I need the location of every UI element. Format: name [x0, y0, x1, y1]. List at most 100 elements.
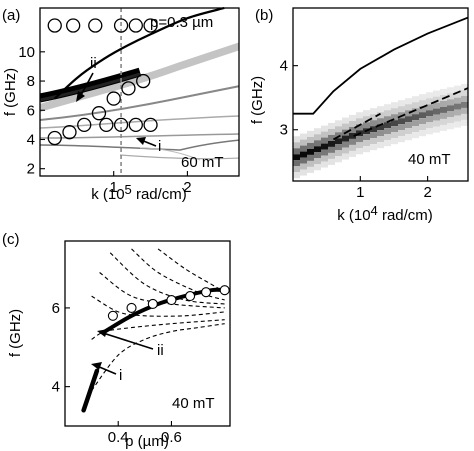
panel-c-frame: [64, 240, 231, 427]
panel-b-heat-cell: [328, 128, 335, 135]
panel-b-heat-cell: [314, 152, 321, 159]
panel-b-heat-cell: [314, 164, 321, 171]
panel-c-dashed-curve: [91, 295, 225, 317]
panel-b-heat-cell: [454, 109, 461, 116]
panel-b-heat-cell: [335, 144, 342, 151]
panel-c-ticks: 0.4 0.6 4 6: [52, 300, 182, 446]
panel-b-heat-cell: [363, 146, 370, 153]
panel-b-heat-cell: [328, 146, 335, 153]
panel-b-heat-cell: [412, 126, 419, 133]
panel-b-heat-cell: [426, 116, 433, 123]
panel-b-heat-cell: [419, 106, 426, 113]
panel-b-heat-cell: [307, 160, 314, 167]
panel-b-heat-cell: [461, 95, 468, 102]
panel-a-circle: [47, 130, 62, 146]
panel-b-heat-cell: [398, 130, 405, 137]
panel-a-circle: [136, 73, 151, 89]
panel-b-heat-cell: [405, 98, 412, 105]
panel-b-xtick-label: 2: [423, 184, 431, 201]
panel-b-heat-cell: [461, 101, 468, 108]
panel-c-ylabel: f (GHz): [7, 309, 24, 357]
panel-a-xtick-label: 2: [183, 179, 191, 196]
panel-c-field: 40 mT: [172, 395, 215, 412]
panel-b-heat-cell: [419, 112, 426, 119]
panel-a-circle: [113, 117, 129, 133]
panel-b-heat-cell: [433, 120, 440, 127]
panel-b-heat-cell: [363, 134, 370, 141]
panel-b-heat-cell: [342, 141, 349, 148]
panel-b-heat-cell: [293, 148, 300, 155]
panel-b-heat-cell: [419, 130, 426, 137]
panel-b-heat-cell: [391, 108, 398, 115]
panel-b-heat-cell: [370, 132, 377, 139]
panel-b-field: 40 mT: [408, 151, 451, 168]
panel-b-heat-cell: [300, 151, 307, 158]
panel-c-arrow-i: [96, 365, 117, 375]
panel-b-heat-cell: [426, 98, 433, 105]
panel-a-label-ii: ii: [90, 55, 97, 72]
panel-b-heat-cell: [377, 124, 384, 131]
panel-b-heat-cell: [328, 134, 335, 141]
panel-c-circle: [147, 298, 158, 310]
panel-b-heat-cell: [321, 125, 328, 132]
panel-b-heat-cell: [342, 123, 349, 130]
panel-b-heat-cell: [412, 132, 419, 139]
panel-a-ytick-label: 10: [18, 44, 35, 61]
panel-b-heat-cell: [321, 137, 328, 144]
panel-b-tag: (b): [255, 7, 273, 24]
panel-b-heat-cell: [321, 149, 328, 156]
panel-b-heat-cell: [314, 158, 321, 165]
panel-b-heat-cell: [447, 99, 454, 106]
panel-b-heat-cell: [447, 123, 454, 130]
panel-b-heat-cell: [461, 89, 468, 96]
panel-b-heat-cell: [454, 97, 461, 104]
panel-c-xtick-label: 0.4: [108, 429, 129, 446]
panel-b-heat-cell: [314, 146, 321, 153]
panel-b-xtick-label: 1: [356, 184, 364, 201]
panel-b-heat-cell: [440, 112, 447, 119]
panel-b-heat-cell: [454, 91, 461, 98]
panel-b-heat-cell: [328, 140, 335, 147]
panel-b-solid-curve: [293, 16, 469, 115]
panel-c-arrow-ii: [102, 332, 154, 350]
panel-a-ytick-label: 4: [27, 131, 35, 148]
panel-b-heat-cell: [370, 114, 377, 121]
panel-a-arrowhead-ii: [76, 91, 85, 102]
panel-b-heat-cell: [335, 120, 342, 127]
panel-b-heat-cell: [419, 94, 426, 101]
panel-b-heat-cell: [356, 124, 363, 131]
panel-a-circle: [66, 18, 81, 33]
panel-b-heat-cell: [377, 112, 384, 119]
panel-b-heat-cell: [328, 158, 335, 165]
panel-b-heat-cell: [398, 136, 405, 143]
panel-b-heat-cell: [300, 139, 307, 146]
panel-b-heat-cell: [300, 133, 307, 140]
panel-b-heat-cell: [307, 142, 314, 149]
panel-a-arrowhead-i: [136, 137, 146, 145]
panel-a-circle: [77, 117, 92, 133]
panel-b-heat-cell: [384, 140, 391, 147]
panel-b-heat-cell: [391, 120, 398, 127]
panel-b-heat-cell: [335, 150, 342, 157]
panel-b-heat-cell: [447, 111, 454, 118]
panel-a-heatmap: [40, 42, 239, 161]
panel-c-circle: [219, 285, 230, 296]
panel-a-ytick-label: 8: [27, 73, 35, 90]
panel-a-circle: [106, 91, 121, 106]
panel-a-arrow-ii: [79, 72, 94, 98]
panel-b-heat-cell: [440, 100, 447, 107]
panel-b-heat-cell: [426, 104, 433, 111]
panel-b-heat-cell: [412, 114, 419, 121]
panel-b-heat-cell: [321, 143, 328, 150]
panel-b-ytick-label: 4: [280, 58, 288, 75]
panel-a-circle: [113, 18, 129, 33]
panel-b-heat-cell: [349, 126, 356, 133]
panel-b-heat-cell: [363, 116, 370, 123]
panel-b-heat-cell: [398, 106, 405, 113]
panel-b-heat-cell: [293, 142, 300, 149]
panel-c-xlabel: p (µm): [125, 433, 169, 450]
panel-b-heat-cell: [433, 96, 440, 103]
panel-b-heat-cell: [426, 92, 433, 99]
panel-c-tag: (c): [2, 231, 20, 248]
panel-b-heat-cell: [377, 130, 384, 137]
